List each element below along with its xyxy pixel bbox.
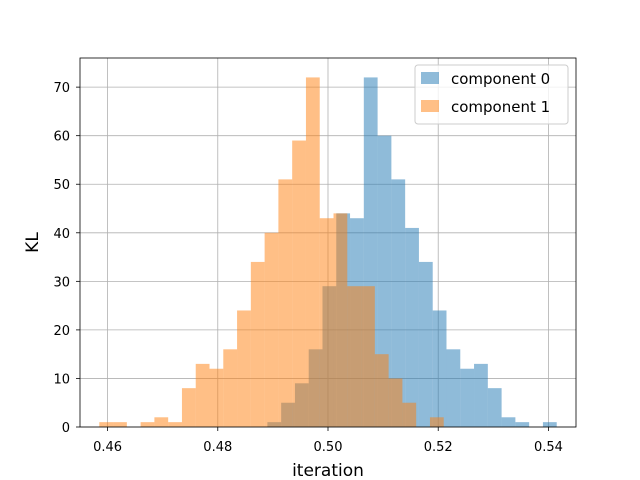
histogram-bar-series-1 (99, 422, 114, 427)
histogram-bar-series-0 (542, 422, 557, 427)
histogram-bar-series-1 (181, 388, 196, 427)
histogram-bar-series-1 (278, 179, 293, 427)
legend-frame (414, 64, 569, 125)
histogram-bar-series-0 (418, 261, 433, 427)
histogram-bar-series-1 (429, 417, 444, 427)
legend-label-component-1: component 1 (451, 98, 550, 116)
x-tick-label: 0.54 (534, 440, 563, 455)
y-tick-label: 30 (53, 275, 70, 290)
histogram-bar-series-1 (223, 349, 238, 427)
histogram-bar-series-1 (264, 232, 279, 427)
histogram-bar-series-1 (195, 363, 210, 427)
histogram-bar-series-1 (361, 286, 375, 427)
histogram-bar-series-0 (474, 363, 488, 427)
histogram-bar-series-1 (292, 140, 306, 427)
legend-label-component-0: component 0 (451, 70, 550, 88)
histogram-bar-series-1 (168, 422, 182, 427)
histogram-bar-series-1 (319, 218, 334, 427)
histogram-bar-series-1 (140, 422, 155, 427)
legend: component 0 component 1 (414, 64, 569, 125)
histogram-bar-series-1 (113, 422, 127, 427)
histogram-bar-series-1 (333, 213, 348, 427)
x-axis-title: iteration (292, 461, 364, 480)
histogram-bar-series-0 (460, 368, 475, 427)
legend-swatch-component-0 (421, 72, 439, 84)
y-tick-label: 0 (62, 421, 70, 436)
axis-ticks: 0.46 0.48 0.50 0.52 0.54 0 10 20 30 40 50 60 70 (53, 81, 562, 455)
legend-swatch-component-1 (421, 100, 439, 112)
y-tick-label: 50 (53, 178, 70, 193)
x-tick-label: 0.48 (203, 440, 232, 455)
histogram-bar-series-0 (501, 417, 516, 427)
histogram-bar-series-1 (402, 402, 417, 427)
histogram-bar-series-1 (250, 261, 265, 427)
histogram-bar-series-0 (446, 349, 461, 427)
y-tick-label: 60 (53, 130, 70, 145)
histogram-bar-series-0 (432, 310, 447, 427)
histogram-bar-series-1 (374, 354, 389, 427)
x-tick-label: 0.46 (93, 440, 122, 455)
histogram-bar-series-1 (388, 378, 403, 427)
histogram-bar-series-0 (405, 227, 419, 427)
x-tick-label: 0.50 (314, 440, 343, 455)
histogram-bar-series-0 (391, 179, 406, 427)
histogram-bar-series-1 (209, 368, 224, 427)
y-tick-label: 10 (53, 372, 70, 387)
histogram-bar-series-1 (347, 286, 362, 427)
histogram-bar-series-0 (487, 388, 502, 427)
histogram-bar-series-1 (237, 310, 251, 427)
histogram-bar-series-1 (305, 77, 320, 427)
histogram-bar-series-0 (515, 422, 530, 427)
y-tick-label: 40 (53, 227, 70, 242)
histogram-bar-series-1 (154, 417, 169, 427)
y-axis-title: KL (23, 232, 43, 253)
y-tick-label: 20 (53, 324, 70, 339)
histogram-bars (99, 77, 557, 427)
y-tick-label: 70 (53, 81, 70, 96)
x-tick-label: 0.52 (424, 440, 453, 455)
